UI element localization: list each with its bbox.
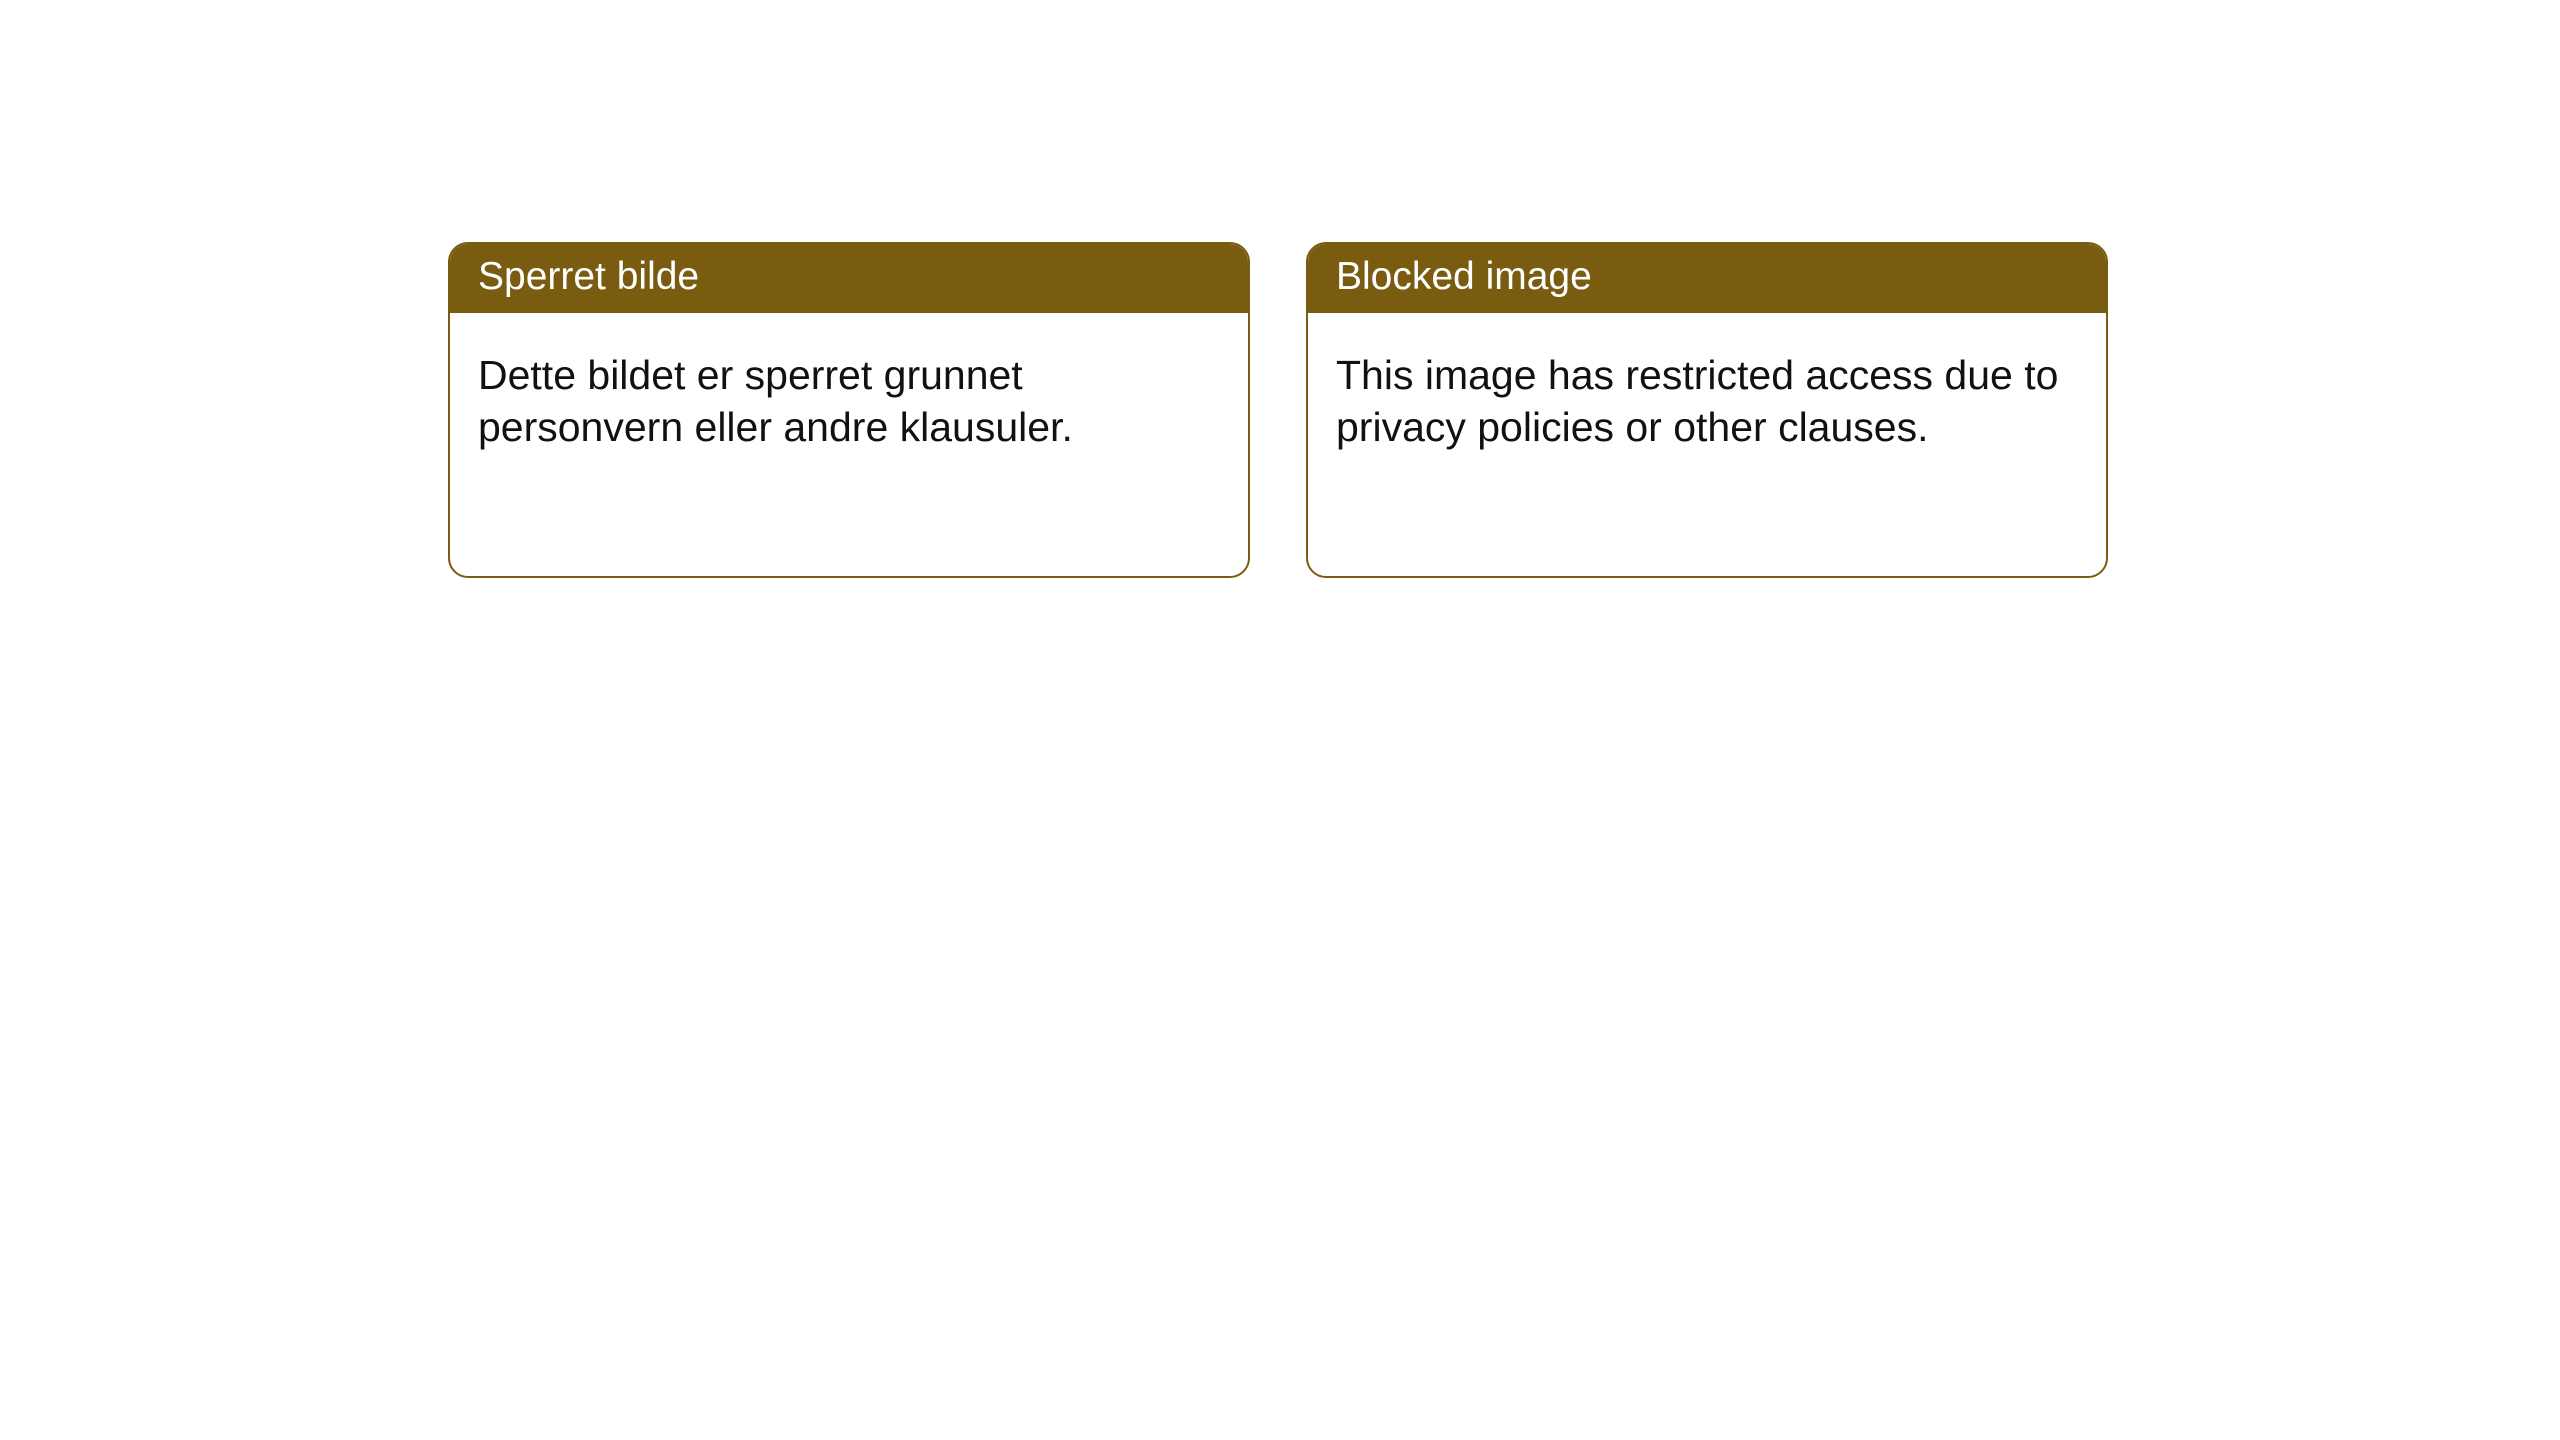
notice-container: Sperret bilde Dette bildet er sperret gr… <box>0 0 2560 578</box>
card-header-en: Blocked image <box>1308 244 2106 313</box>
card-header-no: Sperret bilde <box>450 244 1248 313</box>
blocked-image-card-no: Sperret bilde Dette bildet er sperret gr… <box>448 242 1250 578</box>
card-body-en: This image has restricted access due to … <box>1308 313 2106 482</box>
blocked-image-card-en: Blocked image This image has restricted … <box>1306 242 2108 578</box>
card-body-no: Dette bildet er sperret grunnet personve… <box>450 313 1248 482</box>
